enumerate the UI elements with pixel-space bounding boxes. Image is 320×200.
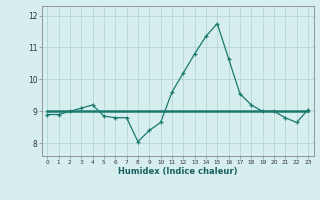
X-axis label: Humidex (Indice chaleur): Humidex (Indice chaleur) xyxy=(118,167,237,176)
